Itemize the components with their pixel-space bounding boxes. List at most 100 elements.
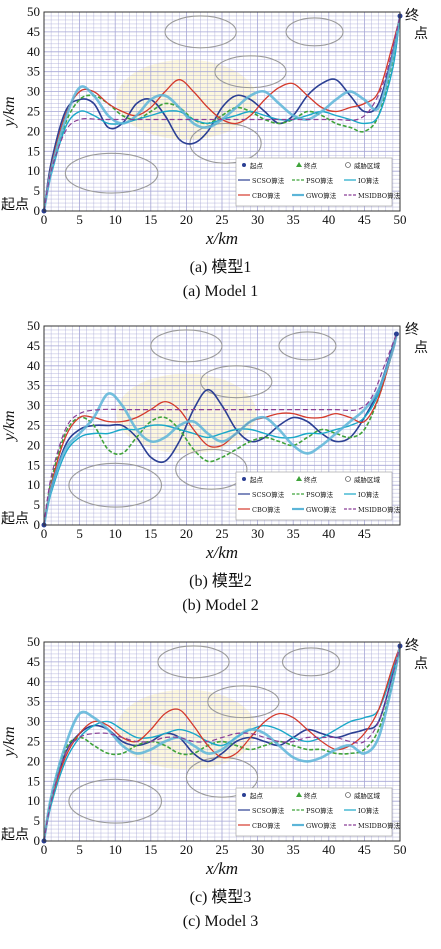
x-tick-label: 50 xyxy=(394,842,407,857)
y-tick-label: 5 xyxy=(34,813,41,828)
legend-threat-marker xyxy=(345,476,351,482)
threat-zone xyxy=(214,55,287,89)
legend-text-pso: PSO算法 xyxy=(306,806,334,815)
y-tick-label: 10 xyxy=(27,477,40,492)
legend-text-gwo: GWO算法 xyxy=(306,505,337,514)
legend-text-msidbo: MSIDBO算法 xyxy=(358,191,401,200)
x-tick-label: 25 xyxy=(216,212,229,227)
y-tick-label: 15 xyxy=(27,143,40,158)
x-tick-label: 5 xyxy=(76,212,83,227)
chart-panel-b: 0 5 10 15 20 25 30 35 40 45 0 5 10 15 20 25 30 35 40 45 50 x/… xyxy=(0,314,441,568)
y-tick-label: 0 xyxy=(34,203,41,218)
y-tick-label: 30 xyxy=(27,84,40,99)
x-tick-label: 5 xyxy=(76,526,83,541)
x-axis-label: x/km xyxy=(205,543,238,562)
end-point xyxy=(393,331,399,337)
legend-start-marker xyxy=(242,477,246,481)
legend-text-scso: SCSO算法 xyxy=(252,806,285,815)
legend-text-cbo: CBO算法 xyxy=(252,191,281,200)
x-tick-label: 10 xyxy=(109,526,122,541)
x-tick-label: 35 xyxy=(287,526,300,541)
y-tick-label: 15 xyxy=(27,457,40,472)
y-tick-label: 45 xyxy=(27,338,40,353)
x-tick-label: 25 xyxy=(216,842,229,857)
series-line-io xyxy=(43,645,401,842)
legend-start-marker xyxy=(242,793,246,797)
series-line-msidbo xyxy=(43,645,401,842)
y-tick-label: 0 xyxy=(34,833,41,848)
y-tick-label: 40 xyxy=(27,358,40,373)
legend-end-marker xyxy=(296,162,302,167)
x-tick-label: 40 xyxy=(322,526,335,541)
x-tick-label: 0 xyxy=(41,842,48,857)
axes-frame xyxy=(43,641,401,842)
chart-a: 0 5 10 15 20 25 30 35 40 45 5005101520253035404550… xyxy=(1,4,428,248)
threat-zone xyxy=(64,152,159,194)
x-tick-label: 45 xyxy=(358,842,371,857)
y-tick-label: 45 xyxy=(27,24,40,39)
x-tick-label: 50 xyxy=(394,212,407,227)
series-line-pso xyxy=(43,645,401,842)
y-tick-label: 5 xyxy=(34,497,41,512)
x-tick-label: 20 xyxy=(180,526,193,541)
caption-a-en: (a) Model 1 xyxy=(182,283,259,300)
x-tick-label: 45 xyxy=(358,212,371,227)
y-tick-label: 35 xyxy=(27,64,40,79)
threat-zone xyxy=(150,329,223,363)
series-line-msidbo xyxy=(43,15,401,212)
x-tick-label: 5 xyxy=(76,842,83,857)
series-line-pso xyxy=(43,15,401,212)
x-tick-label: 40 xyxy=(322,842,335,857)
y-tick-label: 35 xyxy=(27,378,40,393)
threat-zone xyxy=(175,448,248,490)
end-label-line2: 点 xyxy=(414,656,428,672)
x-tick-label: 30 xyxy=(251,526,264,541)
y-tick-label: 30 xyxy=(27,714,40,729)
legend-end-marker xyxy=(296,792,302,797)
y-tick-label: 30 xyxy=(27,398,40,413)
axes-frame xyxy=(43,325,401,526)
y-axis-label: y/km xyxy=(1,96,18,128)
end-label-line1: 终 xyxy=(405,322,419,338)
x-tick-label: 20 xyxy=(180,842,193,857)
legend-text-msidbo: MSIDBO算法 xyxy=(358,505,401,514)
x-tick-label: 35 xyxy=(287,842,300,857)
start-label: 起点 xyxy=(1,827,29,843)
y-tick-label: 35 xyxy=(27,694,40,709)
x-tick-label: 20 xyxy=(180,212,193,227)
y-tick-label: 0 xyxy=(34,517,41,532)
y-tick-label: 40 xyxy=(27,674,40,689)
start-label: 起点 xyxy=(1,511,29,527)
legend-box xyxy=(235,787,393,837)
y-tick-label: 10 xyxy=(27,163,40,178)
series-line-pso xyxy=(43,333,398,526)
x-tick-label: 30 xyxy=(251,842,264,857)
y-tick-label: 20 xyxy=(27,123,40,138)
legend-end-text: 终点 xyxy=(304,791,318,800)
legend-text-pso: PSO算法 xyxy=(306,490,334,499)
y-axis-label: y/km xyxy=(1,410,18,442)
legend-text-io: IO算法 xyxy=(358,806,379,815)
y-tick-label: 10 xyxy=(27,793,40,808)
y-tick-label: 45 xyxy=(27,654,40,669)
caption-a-cn: (a) 模型1 xyxy=(189,259,252,276)
threat-zone xyxy=(68,462,163,508)
end-label-line1: 终 xyxy=(405,8,419,24)
chart-c: 0 5 10 15 20 25 30 35 40 45 5005101520253035404550… xyxy=(1,634,428,878)
legend-start-text: 起点 xyxy=(250,476,264,484)
threat-zone xyxy=(281,647,341,677)
x-tick-label: 10 xyxy=(109,842,122,857)
caption-b-en: (b) Model 2 xyxy=(182,597,259,614)
legend-threat-marker xyxy=(345,162,351,168)
axes-frame xyxy=(43,11,401,212)
threat-zone xyxy=(207,685,280,719)
series-line-scso xyxy=(43,15,401,212)
legend-threat-text: 威胁区域 xyxy=(354,161,381,170)
legend-threat-text: 威胁区域 xyxy=(354,475,381,484)
x-tick-label: 25 xyxy=(216,526,229,541)
chart-panel-c: 0 5 10 15 20 25 30 35 40 45 50 0 5 10 15 20 25 30 35 40 45 50… xyxy=(0,630,441,884)
end-label-line2: 点 xyxy=(414,340,428,356)
series-line-gwo xyxy=(42,645,402,842)
legend-text-io: IO算法 xyxy=(358,176,379,185)
x-tick-label: 15 xyxy=(144,212,157,227)
